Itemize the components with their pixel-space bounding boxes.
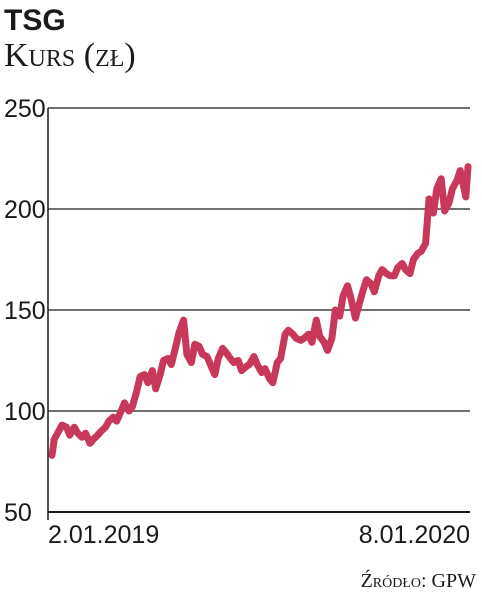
price-series (48, 163, 472, 459)
source-note: Źródło: GPW (361, 569, 477, 592)
x-tick-label-start: 2.01.2019 (48, 521, 159, 549)
y-tick-label: 150 (4, 297, 46, 325)
y-tick-label: 250 (4, 95, 46, 123)
series-line (48, 163, 472, 459)
y-tick-label: 100 (4, 398, 46, 426)
chart-subtitle: Kurs (zł) (4, 37, 136, 74)
y-tick-label: 200 (4, 196, 46, 224)
chart-title: TSG (4, 4, 66, 37)
gridlines (47, 107, 470, 520)
x-tick-label-end: 8.01.2020 (359, 521, 470, 549)
y-axis: 50 100 150 200 250 (4, 95, 46, 527)
y-tick-label: 50 (4, 499, 32, 527)
